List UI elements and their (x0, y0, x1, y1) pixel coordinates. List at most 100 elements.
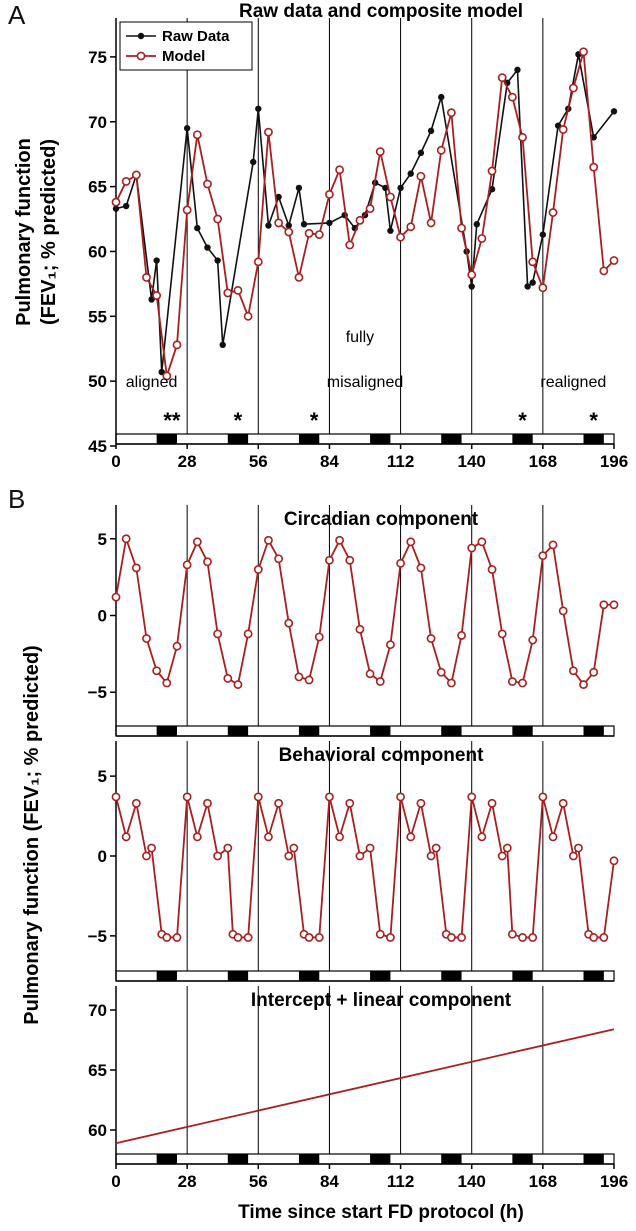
x-tick-label: 196 (600, 1172, 628, 1191)
model-data-point (589, 667, 599, 677)
model-data-point (152, 291, 162, 300)
model-data-point (548, 208, 558, 217)
model-data-point (467, 270, 477, 280)
y-tick-label: −5 (88, 927, 107, 946)
legend-model-marker (136, 51, 146, 61)
model-data-point (355, 624, 365, 634)
y-tick-label: 0 (98, 607, 107, 626)
model-data-point (172, 933, 182, 942)
x-tick-label: 56 (249, 452, 268, 471)
model-data-point (558, 798, 568, 808)
dark-period-band (441, 971, 462, 981)
annotation-label: realigned (540, 374, 606, 391)
dark-period-band (583, 1154, 604, 1164)
model-data-point (386, 192, 395, 202)
x-tick-label: 168 (529, 1172, 557, 1191)
model-data-point (375, 929, 385, 939)
raw-data-point (204, 244, 211, 251)
chart-title: Intercept + linear component (251, 990, 512, 1011)
model-data-point (416, 563, 426, 573)
raw-data-point (275, 193, 282, 201)
x-tick-label: 0 (111, 452, 120, 471)
dark-period-band (512, 434, 533, 444)
model-data-point (111, 197, 121, 207)
raw-data-point (194, 224, 201, 232)
model-data-point (396, 558, 405, 568)
model-data-point (386, 933, 395, 942)
model-data-point (599, 933, 609, 942)
model-data-point (111, 792, 121, 802)
model-data-point (274, 554, 284, 564)
model-data-point (233, 285, 243, 295)
raw-data-point (219, 341, 226, 349)
model-data-point (233, 680, 243, 689)
model-data-point (406, 832, 416, 842)
y-tick-label: 50 (88, 372, 107, 391)
raw-data-point (473, 221, 480, 228)
significance-star: * (310, 408, 319, 433)
model-data-point (538, 792, 548, 802)
dark-period-band (156, 971, 177, 981)
x-tick-label: 140 (458, 1172, 486, 1191)
y-tick-label: 0 (98, 847, 107, 866)
legend-box (119, 21, 253, 71)
chart-title: Circadian component (284, 509, 479, 530)
model-data-point (416, 798, 426, 808)
model-data-point (162, 933, 172, 942)
dark-period-band (227, 726, 249, 736)
model-data-point (436, 145, 446, 155)
dark-period-band (227, 434, 249, 444)
raw-data-point (524, 283, 531, 290)
model-data-point (558, 606, 568, 616)
dark-period-band (512, 726, 533, 736)
model-data-point (548, 540, 558, 550)
model-data-point (599, 266, 609, 276)
dark-period-band (156, 1154, 177, 1164)
model-data-point (609, 256, 619, 265)
model-data-point (365, 669, 375, 679)
model-data-point (345, 555, 355, 565)
panel-b3: 60 65 70 0 28 56 84 112 140 168 196 Intercept + lin… (88, 986, 628, 1223)
model-data-point (203, 557, 212, 567)
x-axis-label: Time since start FD protocol (h) (238, 1202, 524, 1223)
model-data-point (518, 678, 527, 688)
model-data-point (518, 933, 527, 942)
model-data-point (192, 130, 202, 140)
series-line-raw (115, 54, 615, 373)
model-data-point (446, 108, 456, 118)
model-data-point (579, 47, 588, 57)
raw-data-point (539, 231, 547, 238)
model-data-point (253, 792, 263, 802)
model-data-point (304, 228, 314, 238)
model-data-point (365, 843, 375, 853)
raw-data-point (529, 279, 536, 286)
panel-letter-a: A (8, 0, 26, 30)
model-data-point (121, 832, 131, 842)
model-data-point (386, 640, 395, 650)
y-axis-label-line2: (FEV₁; % predicted) (38, 139, 60, 325)
raw-data-point (214, 257, 221, 264)
model-data-point (121, 534, 131, 544)
y-tick-label: 75 (88, 48, 107, 67)
raw-data-point (250, 158, 257, 166)
model-data-point (457, 631, 466, 640)
model-data-point (375, 677, 385, 686)
light-dark-bar (115, 1153, 615, 1165)
dark-period-band (298, 971, 320, 981)
model-data-point (162, 371, 172, 381)
x-tick-label: 112 (387, 1172, 414, 1191)
dark-period-band (156, 434, 177, 444)
model-data-point (121, 177, 131, 186)
dark-period-band (156, 726, 177, 736)
raw-data-point (610, 108, 618, 115)
model-data-point (497, 851, 507, 861)
model-data-point (609, 600, 619, 610)
model-data-point (497, 629, 507, 639)
dark-period-band (227, 1154, 249, 1164)
dark-period-band (512, 1154, 533, 1164)
legend-label-model: Model (162, 48, 205, 65)
model-data-point (294, 672, 304, 682)
dark-period-band (583, 971, 604, 981)
model-data-point (335, 165, 344, 175)
model-data-point (538, 551, 548, 561)
